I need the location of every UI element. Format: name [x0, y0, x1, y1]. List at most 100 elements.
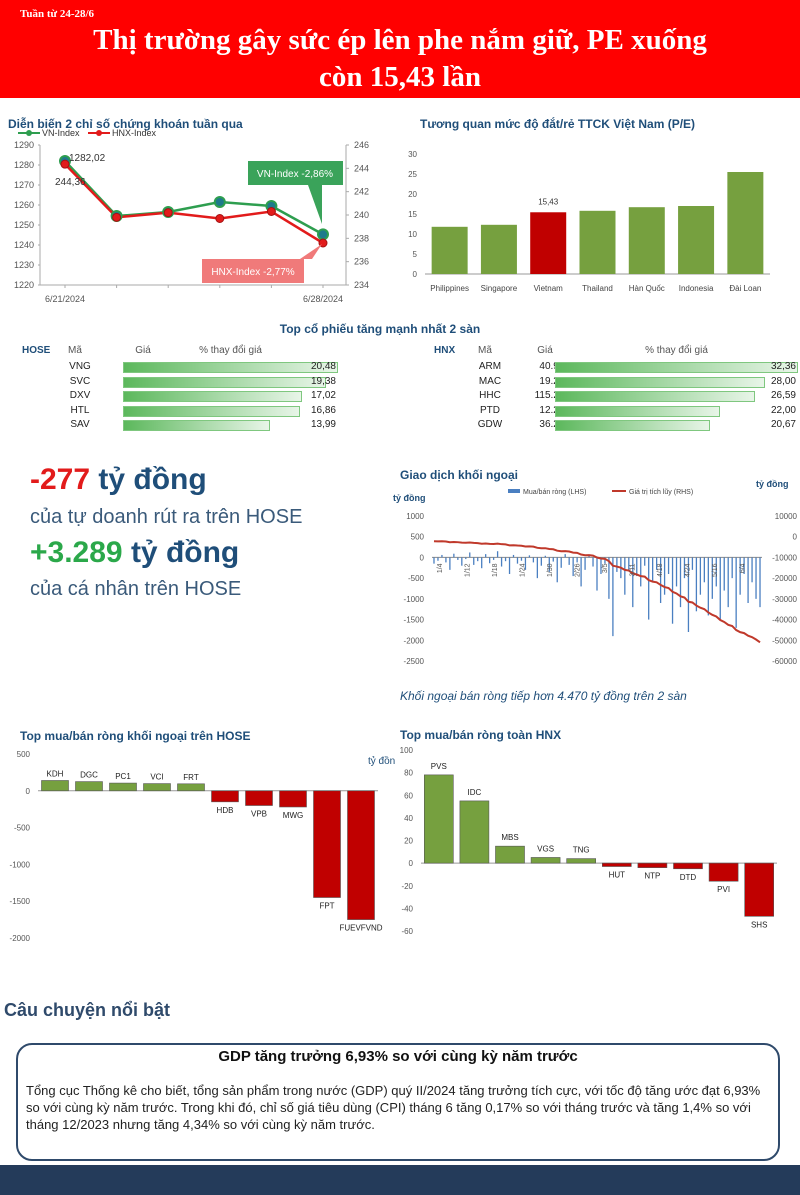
foreign-right-tick: -20000 — [772, 574, 797, 583]
hnx-index-line — [64, 163, 324, 245]
change-bar — [123, 376, 327, 388]
legend-hnx-label: HNX-Index — [112, 128, 157, 138]
hose-foreign-bar-fpt — [313, 790, 341, 898]
pe-bar-chart: 30 25 20 15 10 5 0 Philippines Singapore Vietnam 1… — [408, 150, 770, 293]
change-value: 17,02 — [310, 390, 336, 401]
left-tick-label: 1280 — [14, 160, 34, 170]
exchange-label: HNX — [434, 345, 456, 356]
hnx-foreign-label: VGS — [537, 844, 554, 853]
table-row: HTL20.45016,86 — [0, 405, 380, 418]
change-bar — [555, 362, 798, 373]
retail-value: +3.289 — [30, 536, 123, 569]
story-body: Tổng cục Thống kê cho biết, tổng sản phẩ… — [26, 1083, 761, 1132]
stock-code: ARM — [478, 361, 502, 372]
story-box — [16, 1043, 780, 1161]
foreign-x-label: 5/16 — [712, 563, 719, 577]
hnx-foreign-tick: 20 — [404, 837, 413, 846]
hnx-foreign-label: PVS — [431, 762, 447, 771]
hose-foreign-tick: -1000 — [10, 860, 31, 869]
hnx-foreign-label: SHS — [751, 920, 767, 929]
foreign-right-tick: 10000 — [775, 512, 798, 521]
hnx-foreign-tick: -40 — [401, 904, 413, 913]
legend-hnx-marker — [96, 130, 102, 136]
table-row: MAC19.200 28,00 — [420, 376, 800, 389]
hose-foreign-bar-chart: 500 0 -500 -1000 -1500 -2000 tỷ đồng KDH DGC PC1 V… — [10, 750, 395, 943]
hnx-callout-pointer — [300, 244, 322, 259]
stock-price: 19.200 — [500, 376, 570, 387]
pe-bar-thailand — [579, 210, 616, 274]
hnx-foreign-bar-pvs — [423, 774, 454, 864]
foreign-x-label: 2/26 — [575, 563, 582, 577]
pe-category-label: Philippines — [430, 284, 469, 293]
pe-bar-indonesia — [678, 206, 715, 274]
foreign-x-label: 3/5 — [602, 563, 609, 573]
hnx-index-point — [112, 212, 122, 222]
left-tick-label: 1260 — [14, 200, 34, 210]
hose-foreign-label: FRT — [183, 773, 199, 782]
stock-code: HHC — [479, 390, 501, 401]
vn-start-label: 1282,02 — [69, 153, 106, 164]
hnx-foreign-bar-pvi — [708, 862, 739, 882]
right-tick-label: 240 — [354, 210, 369, 220]
foreign-left-tick: 500 — [411, 533, 425, 542]
hnx-foreign-bar-vgs — [530, 857, 561, 864]
stock-price: 12.200 — [500, 405, 570, 416]
foreign-left-tick: -500 — [408, 574, 425, 583]
hnx-index-point — [215, 214, 225, 223]
hnx-foreign-bar-idc — [459, 800, 490, 864]
hnx-foreign-label: MBS — [501, 833, 518, 842]
pe-category-label: Đài Loan — [729, 284, 761, 293]
index-chart-title: Diễn biến 2 chỉ số chứng khoán tuần qua — [8, 117, 243, 131]
pe-tick-label: 30 — [408, 150, 417, 159]
pe-tick-label: 0 — [413, 270, 418, 279]
hose-foreign-title: Top mua/bán ròng khối ngoại trên HOSE — [20, 729, 251, 743]
pe-category-label: Hàn Quốc — [629, 284, 665, 293]
retail-unit: tỷ đồng — [130, 536, 240, 569]
change-bar — [123, 362, 338, 373]
hnx-foreign-bar-hut — [602, 862, 632, 867]
hnx-index-point — [163, 208, 173, 218]
foreign-x-label: 1/12 — [465, 563, 472, 577]
hose-foreign-bar-mwg — [279, 790, 307, 808]
hnx-callout-box — [202, 259, 304, 283]
table-row: SVC34.50019,38 — [0, 376, 380, 389]
foreign-x-label: 4/18 — [657, 563, 664, 577]
hose-foreign-label: FUEVFVND — [339, 924, 382, 933]
pe-bar-đài-loan — [727, 172, 764, 274]
stock-code: MAC — [478, 375, 502, 387]
foreign-left-tick: -1000 — [404, 595, 425, 604]
stock-code: SAV — [70, 419, 90, 430]
left-tick-label: 1290 — [14, 140, 34, 150]
pe-tick-label: 20 — [408, 190, 417, 199]
foreign-cumulative-line — [433, 540, 761, 644]
foreign-legend-line-label: Giá trị tích lũy (RHS) — [629, 489, 693, 496]
hnx-foreign-bar-ntp — [637, 862, 668, 868]
pe-bar-hàn-quốc — [628, 207, 665, 274]
change-bar — [123, 405, 300, 417]
headline-line-1: Thị trường gây sức ép lên phe nắm giữ, P… — [93, 24, 707, 56]
pe-category-label: Vietnam — [534, 284, 564, 293]
pe-category-label: Singapore — [481, 284, 518, 293]
prop-trading-unit: tỷ đồng — [98, 463, 207, 496]
hnx-foreign-tick: 0 — [409, 859, 414, 868]
left-tick-label: 1240 — [14, 240, 34, 250]
hnx-foreign-label: NTP — [644, 872, 660, 881]
change-bar — [555, 420, 711, 431]
left-tick-label: 1220 — [14, 280, 34, 290]
hnx-foreign-label: PVI — [717, 885, 730, 894]
hose-foreign-bar-vpb — [245, 790, 273, 806]
legend-vn-label: VN-Index — [42, 128, 80, 138]
hnx-index-point — [60, 159, 70, 169]
hose-foreign-bar-hdb — [211, 790, 239, 803]
hnx-foreign-label: TNG — [573, 846, 590, 855]
table-row: SAV19.15013,99 — [0, 419, 380, 432]
right-tick-label: 246 — [354, 140, 369, 150]
pe-tick-label: 15 — [408, 210, 417, 219]
change-value: 19,38 — [310, 375, 336, 387]
headline-line-2: còn 15,43 lần — [319, 61, 481, 93]
stock-code: SVC — [69, 375, 91, 387]
hose-foreign-label: KDH — [47, 769, 64, 778]
pe-category-label: Indonesia — [679, 284, 714, 293]
